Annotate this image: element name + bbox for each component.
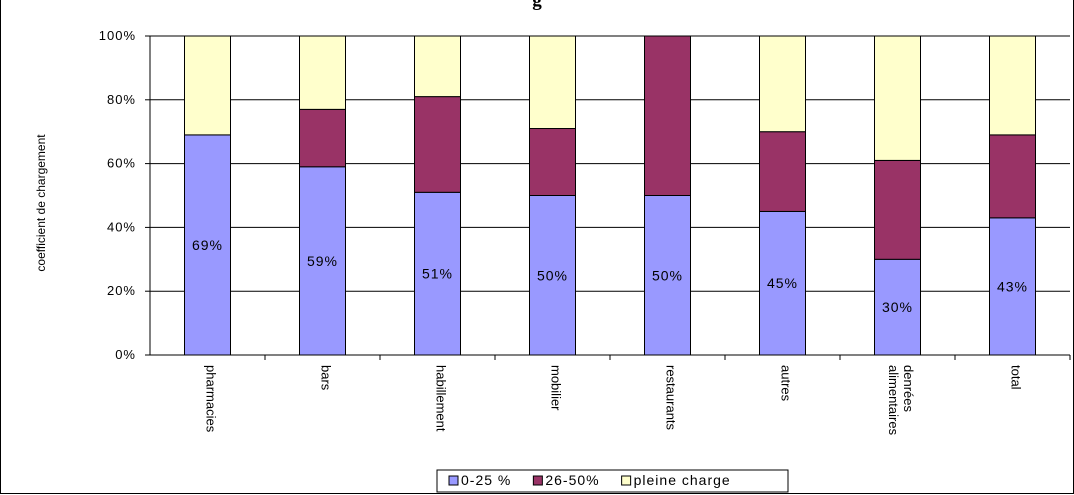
bar-segment-2 bbox=[759, 131, 806, 212]
data-label: 51% bbox=[422, 266, 453, 282]
bar-segment-1 bbox=[299, 166, 346, 356]
x-tick-label: restaurants bbox=[664, 365, 679, 431]
y-tick-label: 40% bbox=[107, 219, 136, 234]
bar-series: 69% 59% 51% 50% 50% 45% 30% 43% bbox=[184, 35, 1036, 356]
bar-segment-3 bbox=[874, 35, 921, 161]
legend: 0-25 % 26-50% pleine charge bbox=[436, 469, 789, 493]
legend-label: 26-50% bbox=[545, 472, 599, 488]
x-tick-label: bars bbox=[319, 365, 334, 391]
bar-segment-2 bbox=[299, 108, 346, 168]
data-label: 45% bbox=[767, 275, 798, 291]
data-label: 30% bbox=[882, 299, 913, 315]
legend-swatch bbox=[532, 475, 543, 486]
bar-segment-3 bbox=[759, 35, 806, 133]
legend-box bbox=[436, 469, 789, 493]
data-label: 43% bbox=[997, 278, 1028, 294]
legend-label: 0-25 % bbox=[461, 472, 511, 488]
data-label: 50% bbox=[652, 267, 683, 283]
bar-segment-3 bbox=[529, 35, 576, 130]
y-tick-label: 60% bbox=[107, 156, 136, 171]
bar-segment-2 bbox=[989, 134, 1036, 219]
x-tick-label: total bbox=[1009, 365, 1024, 390]
x-tick-label: mobilier bbox=[549, 365, 564, 411]
bar-segment-3 bbox=[414, 35, 461, 98]
gridlines bbox=[150, 35, 1070, 292]
data-label: 59% bbox=[307, 253, 338, 269]
data-label: 69% bbox=[192, 237, 223, 253]
y-tick-label: 20% bbox=[107, 283, 136, 298]
y-tick-label: 0% bbox=[115, 347, 136, 362]
bar-segment-3 bbox=[184, 35, 231, 136]
bar-segment-3 bbox=[299, 35, 346, 110]
bar-segment-3 bbox=[989, 35, 1036, 136]
bar-segment-1 bbox=[529, 195, 576, 356]
x-tick-label: habillement bbox=[434, 365, 449, 432]
bar-segment-2 bbox=[414, 96, 461, 193]
data-label: 50% bbox=[537, 267, 568, 283]
legend-label: pleine charge bbox=[634, 472, 731, 488]
y-tick-label: 100% bbox=[99, 28, 136, 43]
x-tick-label: alimentaires bbox=[886, 365, 901, 436]
legend-swatch bbox=[448, 475, 459, 486]
bar-segment-1 bbox=[644, 195, 691, 356]
y-axis-label: coefficient de chargement bbox=[34, 134, 48, 272]
x-tick-label: pharmacies bbox=[204, 365, 219, 433]
x-tick-label: denrées bbox=[901, 365, 916, 412]
axes: 0% 20% 40% 60% 80% 100% pharmacies bars habillem… bbox=[99, 28, 1071, 436]
bar-segment-2 bbox=[874, 159, 921, 260]
bar-segment-2 bbox=[529, 128, 576, 196]
legend-swatch bbox=[621, 475, 632, 486]
x-tick-label: autres bbox=[779, 365, 794, 402]
bar-segment-2 bbox=[644, 35, 691, 196]
y-tick-label: 80% bbox=[107, 92, 136, 107]
chart-title-fragment: g bbox=[532, 0, 542, 11]
bar-segment-1 bbox=[414, 191, 461, 356]
bar-segment-1 bbox=[759, 210, 806, 356]
